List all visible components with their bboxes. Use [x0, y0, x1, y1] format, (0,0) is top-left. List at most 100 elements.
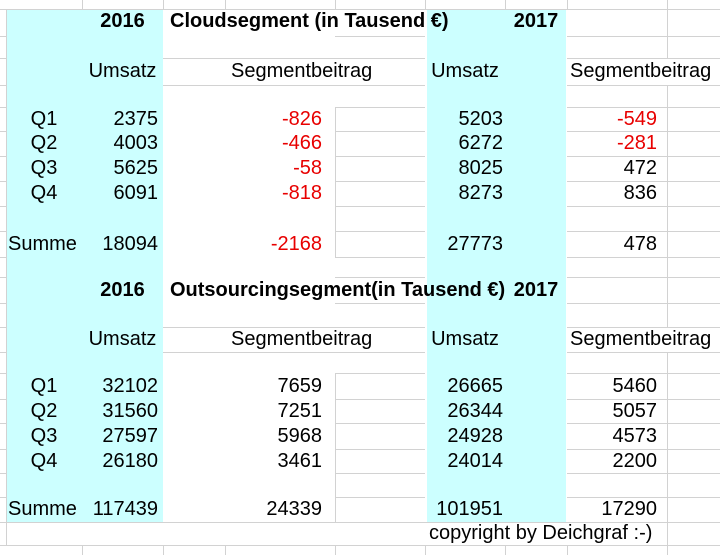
cell-summe-umsatz-2017[interactable]: 27773 — [447, 233, 503, 255]
cell-quarter-label[interactable]: Q1 — [30, 375, 58, 397]
cell-umsatz-2017[interactable]: 8025 — [458, 157, 504, 179]
cell-summe-umsatz-2016[interactable]: 18094 — [102, 233, 158, 255]
gridline — [567, 423, 720, 424]
cell-umsatz-2016[interactable]: 31560 — [102, 400, 158, 422]
grid-tick — [505, 545, 506, 555]
cell-quarter-label[interactable]: Q3 — [30, 157, 58, 179]
gridline — [335, 373, 425, 374]
cell-year-2017[interactable]: 2017 — [513, 10, 559, 32]
cell-segmentbeitrag-2017[interactable]: 4573 — [612, 425, 658, 447]
table2-title[interactable]: Outsourcingsegment(in Tausend €) — [170, 279, 506, 301]
gridline — [335, 131, 425, 132]
gridline — [567, 352, 720, 353]
header-umsatz-2017[interactable]: Umsatz — [431, 328, 499, 350]
cell-umsatz-2016[interactable]: 26180 — [102, 450, 158, 472]
header-segmentbeitrag-2017[interactable]: Segmentbeitrag — [570, 328, 712, 350]
cell-segmentbeitrag-2017[interactable]: 5460 — [612, 375, 658, 397]
cell-umsatz-2016[interactable]: 27597 — [102, 425, 158, 447]
gridline — [567, 36, 720, 37]
header-umsatz-2016[interactable]: Umsatz — [88, 60, 157, 82]
gridline — [667, 85, 668, 327]
cell-quarter-label[interactable]: Q4 — [30, 450, 58, 472]
gridline — [0, 277, 6, 278]
gridline — [163, 58, 425, 59]
grid-tick — [425, 0, 426, 9]
grid-tick — [667, 0, 668, 9]
header-segmentbeitrag-2016[interactable]: Segmentbeitrag — [231, 328, 373, 350]
cell-segmentbeitrag-2017[interactable]: 5057 — [612, 400, 658, 422]
header-umsatz-2017[interactable]: Umsatz — [431, 60, 499, 82]
gridline — [335, 257, 425, 258]
cell-umsatz-2017[interactable]: 24928 — [447, 425, 503, 447]
gridline — [0, 9, 720, 10]
cell-segmentbeitrag-2016[interactable]: -466 — [281, 132, 322, 154]
gridline — [567, 277, 720, 278]
header-segmentbeitrag-2016[interactable]: Segmentbeitrag — [231, 60, 373, 82]
gridline — [0, 352, 6, 353]
copyright-cell[interactable]: copyright by Deichgraf :-) — [429, 522, 653, 544]
cell-umsatz-2016[interactable]: 6091 — [113, 182, 159, 204]
grid-tick — [567, 545, 568, 555]
gridline — [163, 85, 425, 86]
cell-segmentbeitrag-2017[interactable]: 2200 — [612, 450, 658, 472]
gridline — [0, 206, 6, 207]
cell-umsatz-2017[interactable]: 8273 — [458, 182, 504, 204]
cell-quarter-label[interactable]: Q2 — [30, 132, 58, 154]
cell-year-2016[interactable]: 2016 — [100, 279, 145, 301]
cell-segmentbeitrag-2017[interactable]: 472 — [623, 157, 657, 179]
gridline — [567, 231, 720, 232]
cell-segmentbeitrag-2016[interactable]: 5968 — [277, 425, 323, 447]
gridline — [335, 497, 425, 498]
header-umsatz-2016[interactable]: Umsatz — [88, 328, 157, 350]
cell-segmentbeitrag-2017[interactable]: 836 — [623, 182, 657, 204]
table1-title[interactable]: Cloudsegment (in Tausend €) — [170, 10, 449, 32]
cell-quarter-label[interactable]: Q4 — [30, 182, 58, 204]
gridline — [335, 206, 425, 207]
cell-year-2017[interactable]: 2017 — [513, 279, 559, 301]
header-segmentbeitrag-2017[interactable]: Segmentbeitrag — [570, 60, 712, 82]
cell-summe-umsatz-2016[interactable]: 117439 — [92, 498, 158, 520]
cell-umsatz-2016[interactable]: 4003 — [113, 132, 159, 154]
cell-segmentbeitrag-2016[interactable]: -818 — [281, 182, 322, 204]
cell-summe-umsatz-2017[interactable]: 101951 — [436, 498, 503, 520]
cell-summe-segmentbeitrag-2016[interactable]: 24339 — [266, 498, 322, 520]
cell-summe-segmentbeitrag-2017[interactable]: 478 — [623, 233, 657, 255]
cell-umsatz-2017[interactable]: 6272 — [458, 132, 504, 154]
gridline — [0, 303, 6, 304]
cell-segmentbeitrag-2016[interactable]: 7659 — [277, 375, 323, 397]
cell-segmentbeitrag-2016[interactable]: -826 — [281, 108, 322, 130]
grid-tick — [82, 545, 83, 555]
cell-segmentbeitrag-2017[interactable]: -549 — [616, 108, 657, 130]
gridline — [0, 257, 6, 258]
cell-segmentbeitrag-2016[interactable]: 3461 — [277, 450, 323, 472]
cell-umsatz-2017[interactable]: 26344 — [447, 400, 503, 422]
cell-year-2016[interactable]: 2016 — [100, 10, 145, 32]
cell-summe-label[interactable]: Summe — [8, 233, 77, 255]
cell-umsatz-2016[interactable]: 2375 — [113, 108, 159, 130]
cell-segmentbeitrag-2016[interactable]: -58 — [293, 157, 322, 179]
cell-segmentbeitrag-2017[interactable]: -281 — [616, 132, 657, 154]
cell-umsatz-2016[interactable]: 32102 — [102, 375, 158, 397]
gridline — [335, 231, 425, 232]
table2-header-row: Umsatz Segmentbeitrag Umsatz Segmentbeit… — [0, 327, 720, 352]
grid-tick — [567, 0, 568, 9]
gridline — [0, 231, 6, 232]
cell-summe-segmentbeitrag-2016[interactable]: -2168 — [270, 233, 322, 255]
gridline — [567, 303, 720, 304]
gridline — [0, 58, 6, 59]
cell-segmentbeitrag-2016[interactable]: 7251 — [277, 400, 323, 422]
gridline — [567, 257, 720, 258]
cell-quarter-label[interactable]: Q3 — [30, 425, 58, 447]
gridline — [0, 522, 720, 523]
cell-umsatz-2017[interactable]: 5203 — [458, 108, 504, 130]
cell-summe-label[interactable]: Summe — [8, 498, 77, 520]
cell-quarter-label[interactable]: Q1 — [30, 108, 58, 130]
table1-row-q3: Q3 5625 -58 8025 472 — [0, 156, 720, 181]
cell-quarter-label[interactable]: Q2 — [30, 400, 58, 422]
cell-summe-segmentbeitrag-2017[interactable]: 17290 — [601, 498, 657, 520]
table2-row-q3: Q3 27597 5968 24928 4573 — [0, 423, 720, 449]
cell-umsatz-2017[interactable]: 26665 — [447, 375, 503, 397]
cell-umsatz-2016[interactable]: 5625 — [113, 157, 159, 179]
cell-umsatz-2017[interactable]: 24014 — [447, 450, 503, 472]
gridline — [335, 36, 425, 37]
